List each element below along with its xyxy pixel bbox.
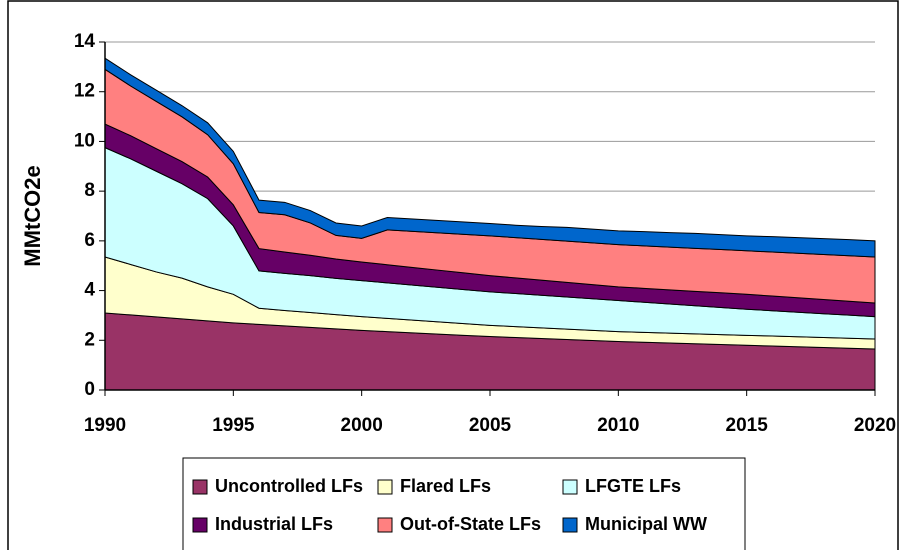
- x-tick-label: 2005: [469, 415, 512, 436]
- chart-frame: [7, 0, 899, 550]
- y-tick-label: 0: [84, 379, 95, 400]
- y-tick-label: 12: [74, 81, 95, 102]
- area: [104, 57, 876, 258]
- legend-label: Municipal WW: [585, 514, 707, 534]
- y-axis-label: MMtCO2e: [20, 165, 45, 266]
- legend-swatch: [562, 517, 578, 533]
- y-tick-label: 14: [74, 31, 96, 52]
- y-tick-label: 4: [84, 280, 95, 301]
- y-tick-label: 8: [84, 180, 95, 201]
- legend-label: LFGTE LFs: [585, 476, 681, 496]
- legend-swatch: [377, 517, 393, 533]
- legend-label: Industrial LFs: [215, 514, 333, 534]
- x-tick-label: 1995: [212, 415, 255, 436]
- x-tick-label: 2010: [597, 415, 639, 436]
- legend-swatch: [377, 479, 393, 495]
- legend-swatch: [192, 517, 208, 533]
- x-tick-label: 1990: [84, 415, 126, 436]
- x-tick-label: 2020: [854, 415, 896, 436]
- y-tick-label: 2: [84, 329, 95, 350]
- legend-frame: [182, 457, 746, 550]
- plot-area: 0 2 4 6 8 10 12 14 1990 1995 2000 2005 2010 2015 2020: [74, 31, 896, 436]
- legend-label: Uncontrolled LFs: [215, 476, 363, 496]
- legend-label: Flared LFs: [400, 476, 491, 496]
- y-tick-label: 6: [84, 230, 95, 251]
- legend-swatch: [562, 479, 578, 495]
- legend-swatch: [192, 479, 208, 495]
- x-tick-label: 2000: [341, 415, 383, 436]
- y-tick-label: 10: [74, 130, 95, 151]
- x-tick-label: 2015: [726, 415, 769, 436]
- legend-label: Out-of-State LFs: [400, 514, 541, 534]
- legend: Uncontrolled LFs Flared LFs LFGTE LFs Indus…: [182, 457, 746, 550]
